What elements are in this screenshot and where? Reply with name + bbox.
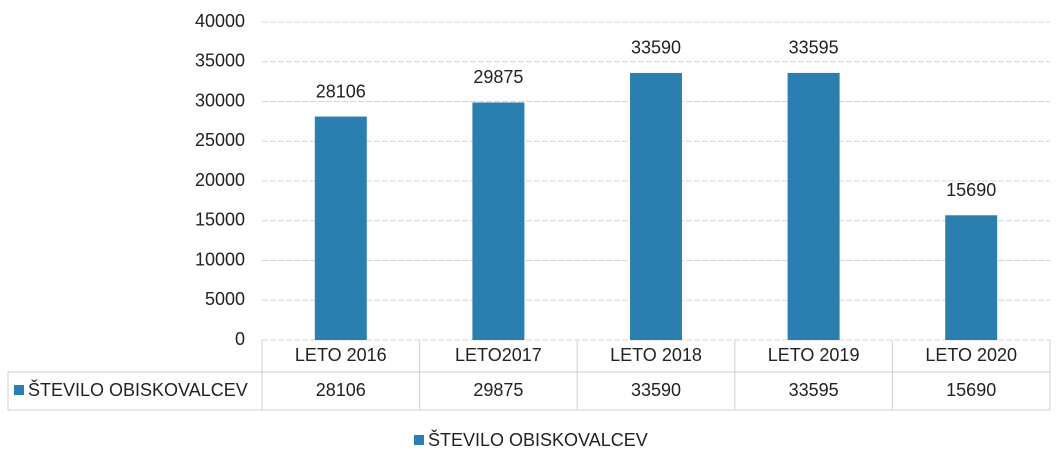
bar	[472, 102, 525, 341]
data-label: 29875	[473, 67, 523, 87]
table-value: 29875	[473, 380, 523, 400]
legend-label: ŠTEVILO OBISKOVALCEV	[428, 429, 648, 450]
x-tick-label: LETO 2019	[768, 345, 860, 365]
bar	[945, 215, 998, 340]
data-label: 15690	[946, 180, 996, 200]
table-value: 15690	[946, 380, 996, 400]
y-tick-label: 30000	[195, 90, 245, 110]
data-label: 33595	[789, 38, 839, 58]
x-tick-label: LETO 2016	[295, 345, 387, 365]
table-value: 33590	[631, 380, 681, 400]
y-tick-label: 10000	[195, 249, 245, 269]
y-tick-label: 35000	[195, 51, 245, 71]
y-tick-label: 20000	[195, 170, 245, 190]
legend-key	[14, 385, 24, 395]
data-label: 33590	[631, 38, 681, 58]
bar	[314, 116, 367, 340]
bar	[630, 72, 682, 340]
x-tick-label: LETO 2018	[610, 345, 702, 365]
y-tick-label: 40000	[195, 11, 245, 31]
x-tick-label: LETO2017	[455, 345, 542, 365]
y-tick-label: 25000	[195, 130, 245, 150]
legend-key	[414, 435, 424, 445]
y-tick-label: 5000	[205, 289, 245, 309]
x-tick-label: LETO 2020	[925, 345, 1017, 365]
bar	[787, 72, 840, 341]
table-series-label: ŠTEVILO OBISKOVALCEV	[28, 379, 248, 400]
y-tick-label: 0	[235, 329, 245, 349]
y-tick-label: 15000	[195, 210, 245, 230]
table-value: 33595	[789, 380, 839, 400]
table-value: 28106	[316, 380, 366, 400]
data-label: 28106	[316, 81, 366, 101]
